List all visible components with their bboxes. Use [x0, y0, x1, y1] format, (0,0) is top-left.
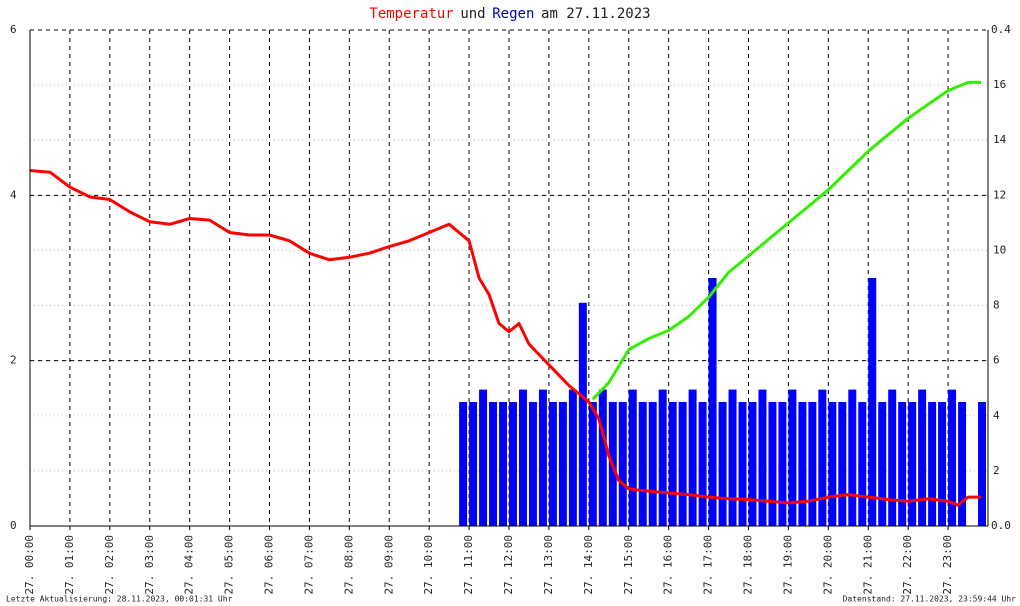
rain-bar — [778, 402, 787, 526]
x-tick-label: 27. 05:00 — [223, 535, 236, 595]
x-tick-label: 27. 19:00 — [781, 535, 794, 595]
x-tick-label: 27. 15:00 — [622, 535, 635, 595]
y-tick-label: 0 — [10, 519, 17, 532]
rain-bar — [848, 389, 857, 526]
rain-bar — [918, 389, 927, 526]
x-tick-label: 27. 22:00 — [901, 535, 914, 595]
y2-tick-label: 10 — [993, 243, 1006, 256]
rain-bar — [489, 402, 498, 526]
rain-bar — [558, 402, 567, 526]
title-rain: Regen — [492, 6, 534, 22]
rain-bar — [748, 402, 757, 526]
x-tick-label: 27. 06:00 — [263, 535, 276, 595]
rain-bar — [858, 402, 867, 526]
rain-bar — [898, 402, 907, 526]
y-tick-label: 2 — [10, 354, 17, 367]
y2-tick-label: 8 — [993, 299, 1000, 312]
y3-tick-label: 0.0 — [991, 519, 1011, 532]
rain-bar — [618, 402, 627, 526]
x-tick-label: 27. 12:00 — [502, 535, 515, 595]
rain-bar — [758, 389, 767, 526]
rain-bar — [688, 389, 697, 526]
rain-bar — [698, 402, 707, 526]
x-tick-label: 27. 10:00 — [422, 535, 435, 595]
rain-bar — [568, 389, 577, 526]
rain-bar — [668, 402, 677, 526]
x-tick-label: 27. 13:00 — [542, 535, 555, 595]
rain-bar — [838, 402, 847, 526]
footer-right: Datenstand: 27.11.2023, 23:59:44 Uhr — [843, 595, 1017, 604]
rain-bar — [708, 278, 717, 526]
rain-bar — [588, 402, 597, 526]
rain-bar — [648, 402, 657, 526]
y-tick-label: 4 — [10, 188, 17, 201]
series-line — [29, 169, 982, 507]
rain-bar — [479, 389, 488, 526]
rain-bar — [938, 402, 947, 526]
y2-tick-label: 4 — [993, 409, 1000, 422]
rain-bar — [808, 402, 817, 526]
y2-tick-label: 12 — [993, 188, 1006, 201]
title-date: am 27.11.2023 — [541, 6, 651, 22]
x-tick-label: 27. 07:00 — [302, 535, 315, 595]
title-connector: und — [460, 6, 485, 22]
rain-bar — [978, 402, 987, 526]
x-tick-label: 27. 21:00 — [861, 535, 874, 595]
rain-bar — [818, 389, 827, 526]
rain-bar — [718, 402, 727, 526]
rain-bar — [628, 389, 637, 526]
x-tick-label: 27. 16:00 — [662, 535, 675, 595]
chart-title: Temperatur und Regen am 27.11.2023 — [369, 6, 650, 22]
x-tick-label: 27. 08:00 — [342, 535, 355, 595]
y2-tick-label: 16 — [993, 78, 1006, 91]
footer-left: Letzte Aktualisierung: 28.11.2023, 00:01… — [6, 595, 233, 604]
rain-bar — [868, 278, 877, 526]
y2-tick-label: 6 — [993, 354, 1000, 367]
rain-bar — [509, 402, 517, 526]
y3-tick-label: 0.4 — [991, 23, 1011, 36]
rain-bar — [878, 402, 887, 526]
y2-tick-label: 2 — [993, 464, 1000, 477]
y-tick-label: 6 — [10, 23, 17, 36]
rain-bar — [658, 389, 667, 526]
rain-bar — [598, 389, 607, 526]
y2-tick-label: 14 — [993, 133, 1007, 146]
x-tick-label: 27. 00:00 — [23, 535, 36, 595]
rain-bar — [948, 389, 957, 526]
rain-bar — [738, 402, 747, 526]
rain-bar — [798, 402, 807, 526]
rain-bar — [518, 389, 527, 526]
x-tick-label: 27. 09:00 — [382, 535, 395, 595]
x-tick-label: 27. 03:00 — [143, 535, 156, 595]
rain-bar — [768, 402, 777, 526]
rain-bar — [888, 389, 897, 526]
rain-bar — [728, 389, 737, 526]
rain-bar — [499, 402, 508, 526]
rain-bar — [528, 402, 537, 526]
series-line — [591, 80, 982, 401]
rain-bar — [958, 402, 967, 526]
x-tick-label: 27. 11:00 — [462, 535, 475, 595]
x-tick-label: 27. 18:00 — [742, 535, 755, 595]
title-temperature: Temperatur — [369, 6, 453, 22]
x-tick-label: 27. 23:00 — [941, 535, 954, 595]
rain-bar — [928, 402, 937, 526]
x-tick-label: 27. 17:00 — [702, 535, 715, 595]
rain-bar — [678, 402, 687, 526]
x-tick-label: 27. 02:00 — [103, 535, 116, 595]
x-tick-label: 27. 14:00 — [582, 535, 595, 595]
rain-bar — [459, 402, 468, 526]
rain-bar — [788, 389, 797, 526]
rain-bar — [908, 402, 917, 526]
rain-bar — [828, 402, 837, 526]
rain-bar — [638, 402, 647, 526]
rain-bar — [578, 302, 587, 526]
x-tick-label: 27. 01:00 — [63, 535, 76, 595]
rain-bar — [469, 402, 478, 526]
x-tick-label: 27. 04:00 — [183, 535, 196, 595]
rain-bar — [538, 389, 547, 526]
x-tick-label: 27. 20:00 — [821, 535, 834, 595]
rain-bar — [548, 402, 557, 526]
